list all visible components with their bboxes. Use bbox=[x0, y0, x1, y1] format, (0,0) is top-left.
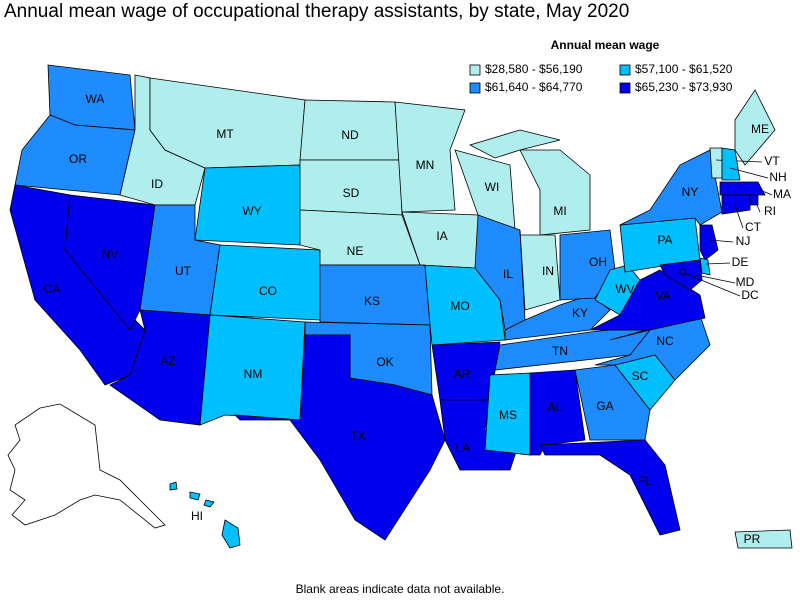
state-region bbox=[709, 147, 723, 179]
state-label: OH bbox=[589, 255, 607, 269]
state-region bbox=[203, 499, 215, 508]
state-label: AZ bbox=[160, 354, 175, 368]
legend-label: $28,580 - $56,190 bbox=[485, 62, 583, 76]
state-label: IN bbox=[542, 264, 554, 278]
state-label: WA bbox=[86, 92, 105, 106]
state-label: TN bbox=[552, 344, 568, 358]
state-region bbox=[594, 314, 711, 381]
state-label: IL bbox=[503, 267, 513, 281]
legend-swatch bbox=[619, 64, 631, 76]
state-label: CO bbox=[259, 284, 277, 298]
state-label: NJ bbox=[736, 234, 751, 248]
state-label: NH bbox=[769, 170, 786, 184]
state-label: KS bbox=[364, 294, 380, 308]
state-region bbox=[574, 364, 651, 441]
state-label: MS bbox=[499, 408, 517, 422]
state-label: ID bbox=[151, 177, 163, 191]
state-label: CT bbox=[745, 220, 762, 234]
state-region bbox=[734, 89, 776, 166]
state-region bbox=[721, 147, 741, 181]
legend-swatch bbox=[469, 64, 481, 76]
state-region bbox=[539, 439, 681, 536]
state-label: NM bbox=[244, 367, 263, 381]
state-label: CA bbox=[44, 282, 61, 296]
legend-swatch bbox=[469, 82, 481, 94]
leader-line bbox=[734, 204, 744, 229]
state-label: AL bbox=[548, 400, 563, 414]
state-region bbox=[189, 491, 201, 501]
state-label: WV bbox=[615, 282, 634, 296]
state-region bbox=[209, 244, 321, 321]
state-region bbox=[619, 149, 723, 226]
legend-label: $65,230 - $73,930 bbox=[635, 80, 733, 94]
state-label: OK bbox=[376, 355, 393, 369]
map-title: Annual mean wage of occupational therapy… bbox=[4, 1, 629, 22]
state-label: UT bbox=[175, 264, 192, 278]
state-label: MI bbox=[553, 204, 566, 218]
state-label: ME bbox=[751, 122, 769, 136]
state-region bbox=[699, 257, 711, 276]
legend-label: $57,100 - $61,520 bbox=[635, 62, 733, 76]
state-label: GA bbox=[596, 399, 613, 413]
state-label: PR bbox=[744, 532, 761, 546]
state-region bbox=[64, 194, 156, 331]
state-label: SD bbox=[343, 186, 360, 200]
state-region bbox=[233, 334, 446, 541]
state-label: DE bbox=[732, 255, 749, 269]
state-region bbox=[679, 268, 687, 276]
state-label: NE bbox=[347, 244, 364, 258]
state-label: MO bbox=[450, 299, 469, 313]
legend-swatch bbox=[619, 82, 631, 94]
alaska-outline bbox=[7, 403, 166, 529]
legend-title: Annual mean wage bbox=[551, 38, 660, 52]
state-label: FL bbox=[638, 474, 652, 488]
state-region bbox=[468, 129, 561, 159]
state-label: NC bbox=[656, 334, 674, 348]
state-region bbox=[659, 259, 703, 291]
state-label: NV bbox=[102, 247, 119, 261]
leader-line bbox=[729, 167, 769, 179]
state-region bbox=[519, 229, 561, 311]
state-label: PA bbox=[657, 233, 672, 247]
state-label: MN bbox=[416, 158, 435, 172]
leader-line bbox=[695, 274, 736, 284]
state-label: MT bbox=[216, 127, 234, 141]
state-label: ND bbox=[341, 128, 359, 142]
state-region bbox=[221, 519, 241, 549]
state-label: AR bbox=[454, 367, 471, 381]
state-region bbox=[169, 481, 178, 491]
state-label: VT bbox=[764, 154, 780, 168]
state-label: IA bbox=[436, 229, 447, 243]
state-region bbox=[519, 149, 591, 236]
state-label: HI bbox=[191, 509, 203, 523]
state-label: LA bbox=[456, 441, 471, 455]
footnote: Blank areas indicate data not available. bbox=[296, 582, 505, 596]
state-label: MA bbox=[773, 187, 791, 201]
state-region bbox=[394, 101, 466, 213]
state-region bbox=[719, 181, 766, 196]
state-label: RI bbox=[764, 204, 776, 218]
state-label: MD bbox=[736, 275, 755, 289]
state-label: TX bbox=[350, 429, 365, 443]
legend-label: $61,640 - $64,770 bbox=[485, 80, 583, 94]
state-region bbox=[721, 194, 751, 215]
state-label: NY bbox=[682, 185, 699, 199]
state-region bbox=[589, 269, 706, 331]
leader-line bbox=[683, 272, 741, 297]
state-region bbox=[699, 224, 719, 261]
state-label: DC bbox=[741, 288, 759, 302]
state-label: KY bbox=[572, 306, 588, 320]
leader-line bbox=[759, 189, 773, 196]
state-label: WI bbox=[485, 180, 500, 194]
state-label: VA bbox=[655, 289, 670, 303]
state-label: WY bbox=[242, 204, 261, 218]
state-label: SC bbox=[632, 369, 649, 383]
leader-line bbox=[705, 262, 731, 265]
leader-line bbox=[754, 199, 761, 213]
leader-line bbox=[709, 239, 734, 243]
state-label: OR bbox=[69, 152, 87, 166]
state-region bbox=[734, 529, 793, 549]
